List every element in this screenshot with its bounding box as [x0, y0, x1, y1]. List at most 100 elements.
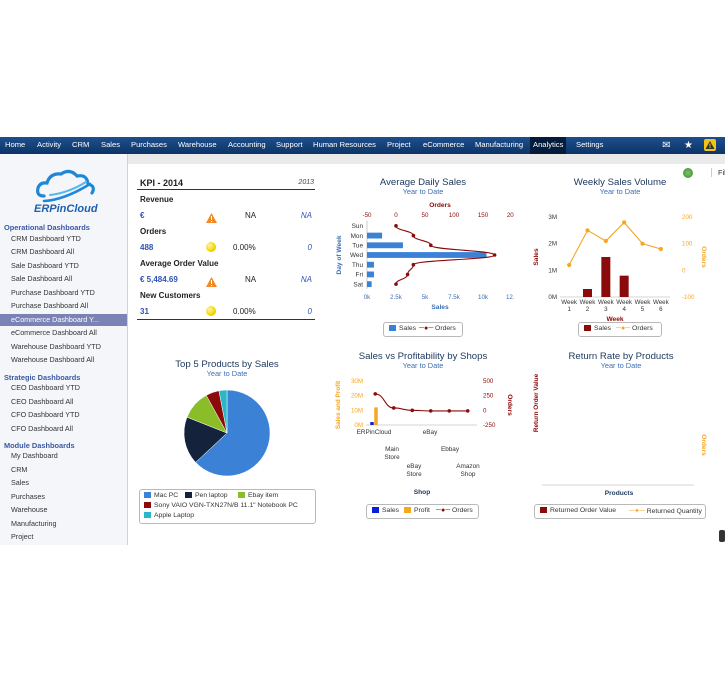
warning-icon	[206, 274, 217, 292]
star-icon[interactable]: ★	[684, 140, 693, 151]
kpi-divider	[137, 189, 315, 190]
sidebar-item-ceo-dashboard-ytd[interactable]: CEO Dashboard YTD	[11, 383, 80, 392]
legend-item-orders[interactable]: ─●─ Orders	[419, 325, 456, 332]
sidebar-item-purchases[interactable]: Purchases	[11, 492, 45, 501]
sidebar-item-my-dashboard[interactable]: My Dashboard	[11, 451, 58, 460]
legend-label: Pen laptop	[195, 492, 228, 499]
y2-axis-label: Orders	[700, 246, 707, 268]
orders-point-week-6	[658, 246, 663, 252]
sidebar: ERPinCloud Operational Dashboards CRM Da…	[0, 154, 128, 545]
erp-app: Home Activity CRM Sales Purchases Wareho…	[0, 137, 725, 545]
legend-item-orders[interactable]: ─●─ Orders	[436, 507, 473, 514]
bar-tue	[367, 242, 403, 249]
bar-week-3	[601, 257, 611, 297]
legend-item-returned-order-value[interactable]: Returned Order Value	[540, 507, 616, 514]
pie-slice-mac-pc	[195, 389, 271, 477]
legend-item-profit[interactable]: Profit	[404, 507, 430, 514]
chart-title: Return Rate by Products	[568, 351, 674, 362]
sidebar-item-sale-dashboard-ytd[interactable]: Sale Dashboard YTD	[11, 261, 79, 270]
nav-analytics[interactable]: Analytics	[530, 137, 567, 154]
nav-support[interactable]: Support	[276, 140, 303, 149]
sidebar-item-cfo-dashboard-ytd[interactable]: CFO Dashboard YTD	[11, 410, 80, 419]
nav-crm[interactable]: CRM	[72, 140, 90, 149]
nav-home[interactable]: Home	[5, 140, 26, 149]
chart-legend: Mac PC Pen laptop Ebay item Sony VAIO VG…	[139, 489, 316, 524]
scroll-handle[interactable]	[719, 530, 725, 542]
profit-swatch	[404, 507, 411, 513]
legend-item-apple-laptop[interactable]: Apple Laptop	[144, 512, 194, 519]
x2-tick-label: 200	[507, 212, 514, 219]
y-axis-label: Day of Week	[336, 235, 343, 274]
sidebar-item-ecommerce-dashboard-ytd[interactable]: eCommerce Dashboard Y...	[0, 314, 127, 326]
category-label-ebbay-0: Ebbay	[441, 446, 460, 453]
sidebar-item-ecommerce-dashboard-all[interactable]: eCommerce Dashboard All	[11, 328, 97, 337]
sidebar-item-cfo-dashboard-all[interactable]: CFO Dashboard All	[11, 424, 73, 433]
orders-point-thu	[411, 262, 416, 267]
orders-line-swatch: ─●─	[436, 507, 451, 514]
refresh-icon[interactable]	[683, 168, 693, 178]
legend-item-returned-quantity[interactable]: ─✦─ Returned Quantity	[629, 507, 702, 515]
sidebar-item-crm-dashboard-ytd[interactable]: CRM Dashboard YTD	[11, 234, 81, 243]
nav-warehouse[interactable]: Warehouse	[178, 140, 217, 149]
sidebar-item-warehouse-dashboard-ytd[interactable]: Warehouse Dashboard YTD	[11, 342, 101, 351]
neutral-status-icon	[206, 242, 216, 252]
mail-icon[interactable]: ✉	[662, 140, 671, 151]
legend-item-pen-laptop[interactable]: Pen laptop	[185, 492, 228, 499]
nav-project[interactable]: Project	[387, 140, 411, 149]
chart-subtitle: Year to Date	[402, 187, 444, 196]
kpi-prev-orders: 0	[307, 243, 312, 252]
bar-fri	[367, 271, 374, 278]
sidebar-item-sale-dashboard-all[interactable]: Sale Dashboard All	[11, 274, 73, 283]
orders-point-week-5	[640, 241, 645, 246]
legend-label: Sales	[382, 507, 400, 514]
category-label-thu: Thu	[352, 262, 363, 269]
y-axis-label: Sales	[533, 248, 540, 266]
legend-item-sales[interactable]: Sales	[584, 325, 611, 332]
toolbar: File	[128, 164, 725, 186]
chart-subtitle: Year to Date	[599, 187, 641, 196]
sidebar-item-ceo-dashboard-all[interactable]: CEO Dashboard All	[11, 397, 74, 406]
pie-slice-pen-laptop	[183, 416, 228, 463]
sidebar-item-manufacturing[interactable]: Manufacturing	[11, 519, 57, 528]
nav-purchases[interactable]: Purchases	[131, 140, 167, 149]
sidebar-item-sales[interactable]: Sales	[11, 478, 29, 487]
nav-manufacturing[interactable]: Manufacturing	[475, 140, 524, 149]
nav-settings[interactable]: Settings	[576, 140, 604, 149]
nav-human-resources[interactable]: Human Resources	[313, 140, 376, 149]
pie-slice-apple-laptop	[218, 389, 228, 434]
legend-item-ebay-item[interactable]: Ebay item	[238, 492, 278, 499]
sidebar-item-purchase-dashboard-ytd[interactable]: Purchase Dashboard YTD	[11, 288, 95, 297]
legend-item-mac-pc[interactable]: Mac PC	[144, 492, 178, 499]
category-label-ebay-store-1: Store	[406, 471, 422, 478]
legend-item-orders[interactable]: ─●─ Orders	[616, 325, 653, 332]
legend-item-sales[interactable]: Sales	[372, 507, 399, 514]
category-label-week-3-word: Week	[598, 299, 615, 306]
legend-label: Profit	[414, 507, 430, 514]
sales-bar-erpincloud	[370, 422, 374, 425]
nav-sales[interactable]: Sales	[101, 140, 120, 149]
avg-daily-sales-panel: Average Daily Sales Year to Date Orders -…	[332, 175, 514, 343]
sidebar-item-warehouse-dashboard-all[interactable]: Warehouse Dashboard All	[11, 355, 95, 364]
orders-point-week-4	[622, 220, 627, 225]
sidebar-item-crm-dashboard-all[interactable]: CRM Dashboard All	[11, 247, 75, 256]
sidebar-item-crm[interactable]: CRM	[11, 465, 28, 474]
sidebar-item-project[interactable]: Project	[11, 532, 34, 541]
legend-label: Orders	[452, 507, 473, 514]
legend-item-sales[interactable]: Sales	[389, 325, 416, 332]
nav-activity[interactable]: Activity	[37, 140, 62, 149]
nav-accounting[interactable]: Accounting	[228, 140, 266, 149]
sidebar-item-purchase-dashboard-all[interactable]: Purchase Dashboard All	[11, 301, 89, 310]
category-label-amazon-shop-1: Shop	[461, 471, 476, 478]
x2-tick-label: 100	[449, 212, 460, 219]
legend-item-sony-vaio[interactable]: Sony VAIO VGN-TXN27N/B 11.1" Notebook PC	[144, 502, 298, 509]
sidebar-item-warehouse[interactable]: Warehouse	[11, 505, 48, 514]
category-label-week-1-num: 1	[567, 306, 571, 313]
alert-icon[interactable]	[703, 139, 716, 152]
x-tick-label: 10k	[478, 294, 489, 301]
chart-legend: Sales ─●─ Orders	[383, 322, 463, 337]
legend-label: Orders	[435, 325, 456, 332]
x-tick-label: 0k	[364, 294, 371, 301]
nav-ecommerce[interactable]: eCommerce	[423, 140, 465, 149]
x-axis-label: Sales	[431, 304, 449, 311]
file-menu[interactable]: File	[711, 168, 725, 177]
